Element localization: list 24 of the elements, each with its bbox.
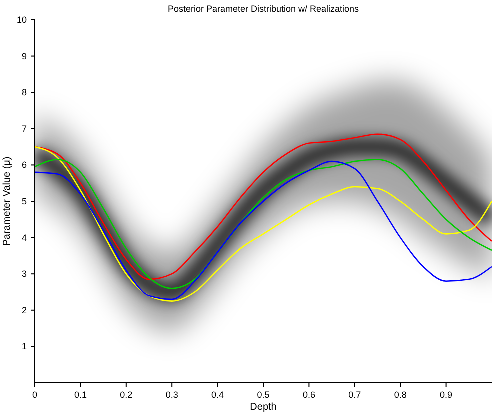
y-tick-label: 6 (22, 160, 27, 170)
y-tick-label: 8 (22, 88, 27, 98)
x-tick-label: 0.7 (348, 390, 362, 400)
line-series (35, 134, 492, 280)
x-tick-label: 0.3 (166, 390, 178, 400)
y-tick-label: 9 (22, 51, 27, 62)
x-axis-title: Depth (250, 402, 277, 412)
y-axis-title: Parameter Value (μ) (2, 156, 13, 246)
x-tick-label: 0.2 (120, 390, 133, 400)
y-tick-label: 5 (22, 196, 27, 206)
x-tick-label: 0.6 (302, 390, 316, 400)
y-tick-label: 1 (22, 342, 27, 352)
y-tick-label: 3 (22, 269, 27, 280)
y-tick-label: 10 (16, 15, 27, 25)
y-tick-label: 2 (22, 305, 27, 316)
x-tick-label: 0.9 (440, 390, 453, 400)
x-tick-label: 0 (32, 390, 38, 400)
y-tick-label: 7 (22, 124, 27, 134)
x-tick-label: 0.4 (212, 390, 224, 400)
x-tick-label: 0.5 (257, 390, 270, 400)
x-tick-label: 0.8 (394, 390, 407, 400)
x-tick-label: 0.1 (74, 390, 87, 400)
chart-title: Posterior Parameter Distribution w/ Realizations (168, 4, 360, 14)
y-tick-label: 4 (22, 232, 27, 243)
